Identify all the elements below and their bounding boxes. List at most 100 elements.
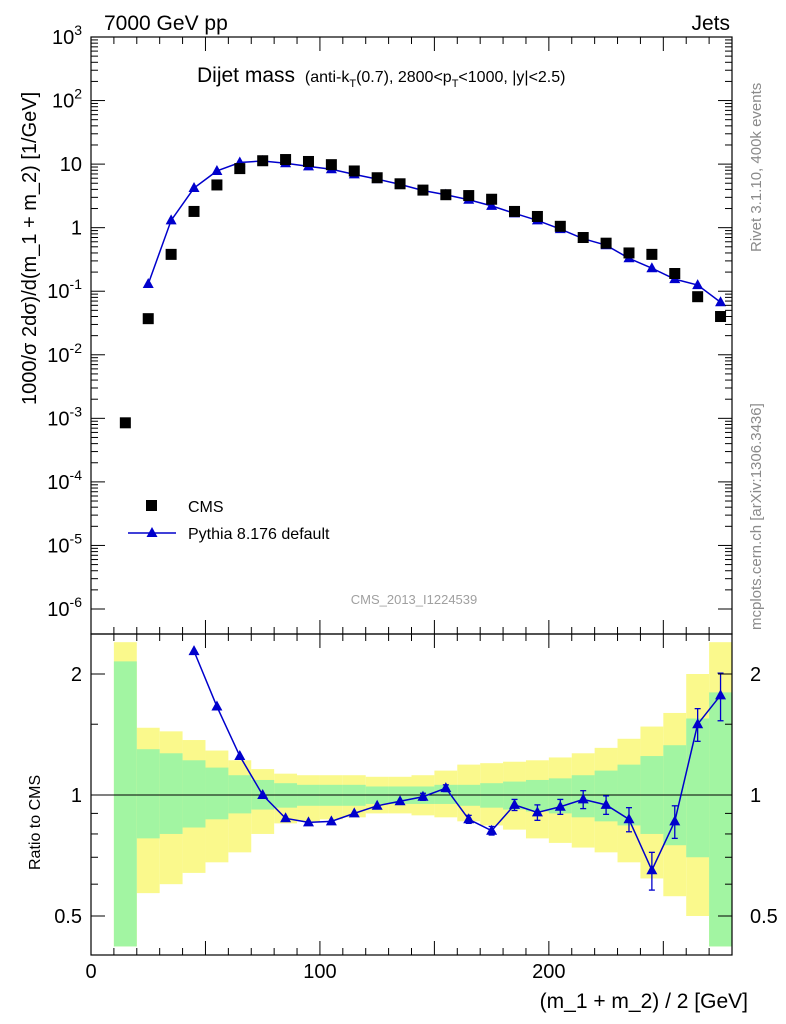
plot-title-sub-t2: T [452, 78, 459, 90]
ratio-mc-point [440, 782, 452, 793]
main-y-tick-label: 10-5 [47, 530, 82, 557]
ratio-mc-point [394, 795, 406, 806]
cms-data-point [577, 232, 589, 244]
ratio-mc-point [371, 799, 383, 810]
cms-data-point [715, 311, 727, 323]
mc-point [486, 199, 498, 210]
cms-data-point [692, 291, 704, 303]
main-axis-ticks: 10-6 10-5 10-4 10-3 10-2 10-1 1 10 102 103 [47, 22, 733, 634]
ratio-mc-point [646, 864, 658, 875]
plot-title-main: Dijet mass [197, 64, 295, 87]
legend-mc-marker [146, 527, 158, 537]
ratio-mc-point [463, 813, 475, 824]
x-tick-label: 100 [303, 961, 336, 983]
ratio-band-inner [159, 753, 183, 834]
ratio-mc-point [486, 824, 498, 835]
ratio-mc-point [188, 645, 200, 656]
ratio-mc-point [531, 806, 543, 817]
ratio-mc-point [302, 816, 314, 827]
cms-data-point [531, 210, 543, 222]
main-y-tick-label: 103 [52, 22, 82, 49]
cms-data-point [509, 205, 521, 217]
cms-data-point [280, 154, 292, 166]
cms-data-point [257, 155, 269, 167]
ratio-mc-point [417, 790, 429, 801]
ratio-band-inner [503, 781, 526, 810]
ratio-mc-point [348, 807, 360, 818]
main-y-tick-label: 10 [60, 154, 82, 176]
cms-data-point [165, 248, 177, 260]
cms-data-point [646, 248, 658, 260]
ratio-y-tick-label-right: 0.5 [750, 906, 778, 928]
cms-data-point [440, 189, 452, 201]
ratio-axis-ticks: 0.5 0.5 1 1 2 2 0 100 200 [54, 634, 778, 983]
analysis-id: CMS_2013_I1224539 [351, 592, 478, 607]
ratio-mc-point [715, 689, 727, 700]
mc-point [692, 279, 704, 290]
plot-title-sub-t1: T [349, 78, 356, 90]
mc-point [646, 262, 658, 273]
ratio-mc-point [211, 700, 223, 711]
ratio-band-inner [228, 775, 252, 814]
cms-data-point [234, 163, 246, 175]
mc-point [165, 214, 177, 225]
cms-data-point [302, 155, 314, 167]
cms-data-point [600, 237, 612, 249]
ratio-band-inner [113, 661, 137, 947]
ratio-mc-point [280, 812, 292, 823]
ratio-panel-marks [188, 645, 727, 891]
main-y-tick-label: 10-4 [47, 467, 82, 494]
cms-data-point [142, 313, 154, 325]
mcplots-source-label: mcplots.cern.ch [arXiv:1306.3436] [748, 403, 765, 630]
ratio-mc-point [577, 793, 589, 804]
ratio-mc-point [554, 800, 566, 811]
mc-series-line [147, 160, 722, 303]
cms-data-point [348, 165, 360, 177]
cms-data-point [417, 184, 429, 196]
main-y-axis-label: 1000/σ 2dσ)/d(m_1 + m_2) [1/GeV] [19, 92, 41, 405]
ratio-band-inner [136, 749, 160, 839]
cms-data-point [394, 178, 406, 190]
plot-title-sub-1: (anti-k [305, 69, 350, 86]
ratio-y-tick-label-right: 1 [750, 785, 761, 807]
ratio-y-axis-label: Ratio to CMS [27, 775, 44, 870]
ratio-mc-line [193, 650, 722, 872]
ratio-y-tick-label-right: 2 [750, 664, 761, 686]
ratio-band-inner [709, 692, 732, 947]
ratio-y-tick-label-left: 1 [71, 785, 82, 807]
ratio-mc-point [509, 798, 521, 809]
main-y-tick-label: 1 [71, 218, 82, 240]
ratio-mc-point [600, 798, 612, 809]
cms-data-point [554, 220, 566, 232]
ratio-uncertainty-bands [113, 642, 732, 947]
ratio-mc-point [669, 815, 681, 826]
plot-title-sub-3: <1000, |y|<2.5) [458, 69, 565, 86]
cms-data-point [119, 417, 131, 429]
category-label: Jets [691, 12, 730, 35]
ratio-band-inner [182, 760, 206, 828]
legend-data-label: CMS [188, 499, 224, 516]
main-panel-marks [119, 154, 727, 429]
main-y-tick-label: 10-3 [47, 403, 82, 430]
mc-point [142, 277, 154, 288]
cms-data-point [486, 193, 498, 205]
ratio-mc-point [325, 815, 337, 826]
ratio-mc-point [692, 718, 704, 729]
cms-data-point [211, 179, 223, 191]
ratio-band-inner [525, 779, 549, 812]
x-axis-label: (m_1 + m_2) / 2 [GeV] [540, 990, 748, 1013]
energy-label: 7000 GeV pp [104, 12, 228, 35]
main-y-tick-label: 102 [52, 86, 82, 113]
plot-title-sub-2: (0.7), 2800<p [356, 69, 452, 86]
ratio-band-inner [686, 718, 710, 858]
cms-data-point [325, 159, 337, 171]
cms-data-point [463, 190, 475, 202]
cms-data-point [623, 247, 635, 259]
ratio-band-inner [205, 767, 229, 820]
ratio-mc-point [623, 813, 635, 824]
mc-point [211, 164, 223, 175]
main-panel-frame [90, 36, 733, 635]
legend-mc-label: Pythia 8.176 default [188, 526, 330, 543]
x-tick-label: 0 [85, 961, 96, 983]
